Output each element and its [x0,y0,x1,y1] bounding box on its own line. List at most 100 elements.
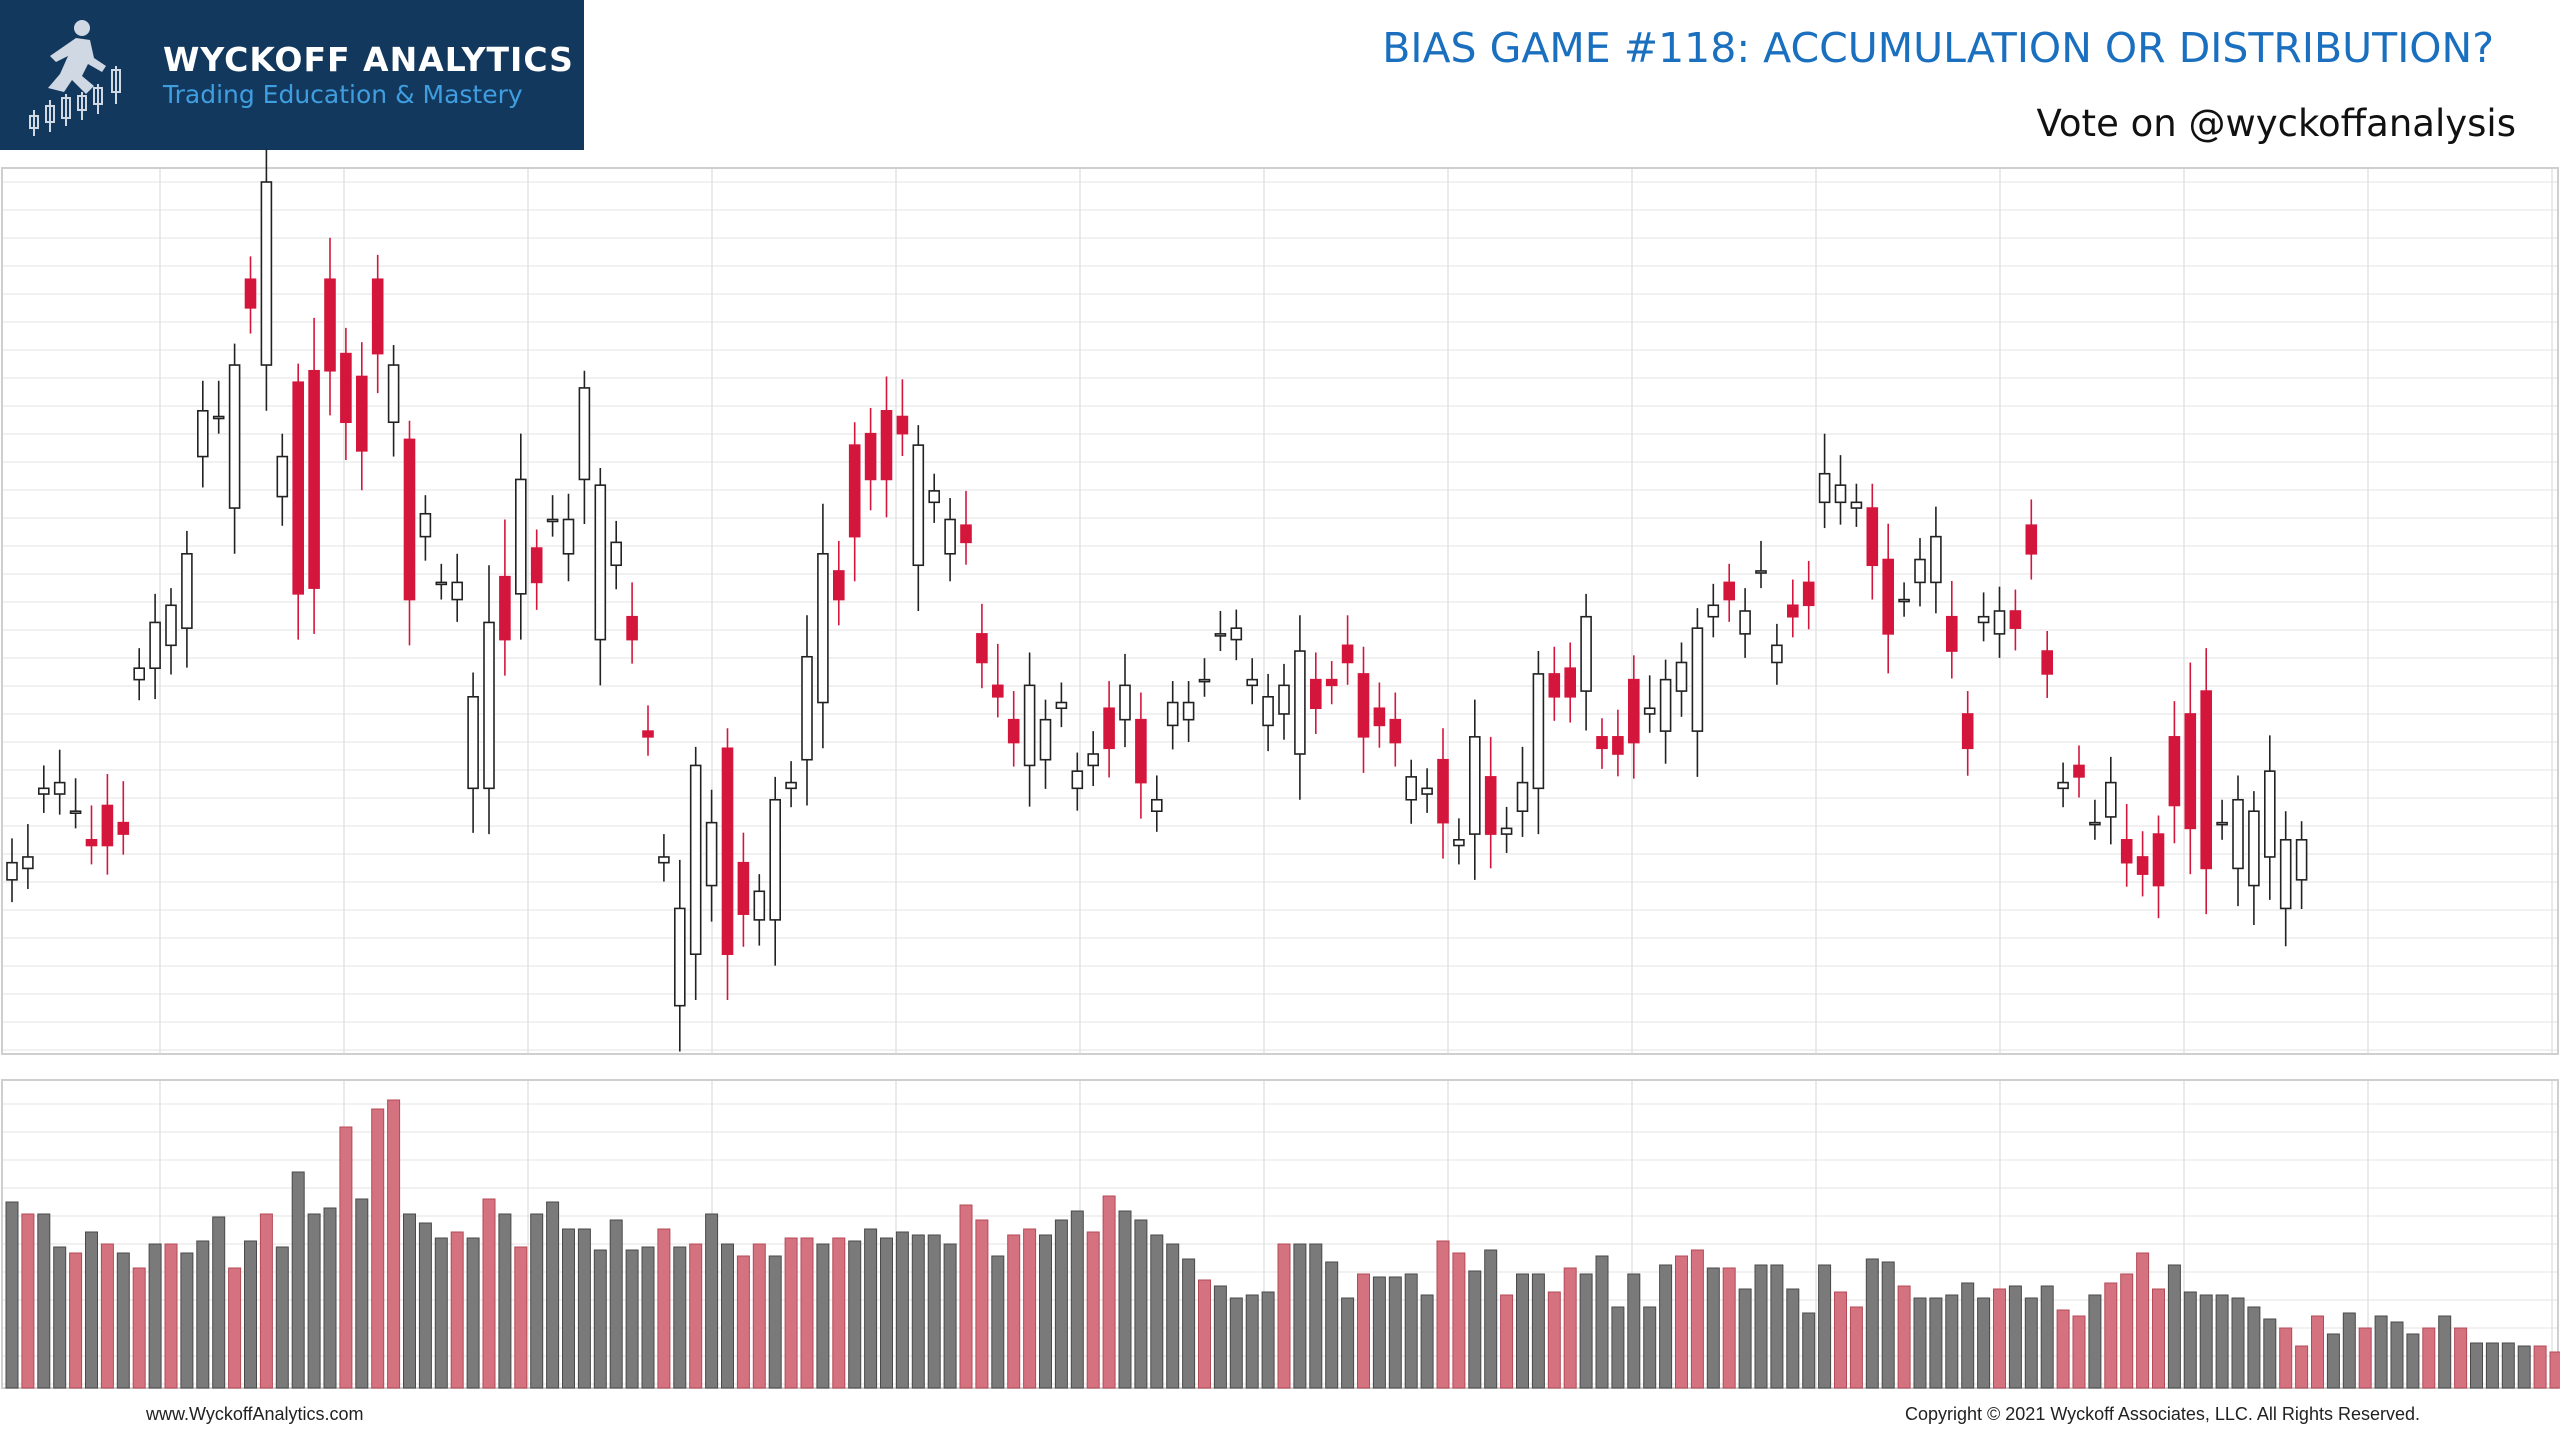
volume-bar [2533,1345,2547,1389]
volume-bar [657,1228,671,1389]
candle-body [1246,678,1258,687]
candle-body [1214,633,1227,637]
down-candle [896,379,909,456]
down-candle [324,237,336,416]
volume-bar [2358,1327,2372,1389]
volume-bar [2263,1318,2277,1389]
volume-bar [1182,1258,1196,1389]
down-candle [371,254,384,394]
candle-body [1596,736,1608,750]
volume-bar [832,1237,846,1389]
volume-bar [1659,1264,1673,1389]
candle-body [53,781,66,795]
volume-bar [1977,1297,1991,1389]
volume-bar [1118,1210,1132,1389]
up-candle [1230,609,1243,661]
candle-body [6,861,18,881]
volume-bar [1516,1273,1529,1389]
candle-body [1151,798,1163,813]
footer-website[interactable]: www.WyckoffAnalytics.com [146,1404,364,1424]
volume-bar [37,1213,51,1389]
up-candle [1771,623,1783,685]
volume-bar [1436,1240,1450,1389]
up-candle [1532,651,1545,835]
volume-bar [1865,1258,1879,1389]
candle-body [1755,570,1767,574]
volume-bar [2501,1342,2515,1389]
up-candle [562,493,575,582]
candle-body [1580,615,1592,692]
candle-body [753,890,766,921]
up-candle [1166,681,1179,750]
down-candle [2168,701,2181,844]
candle-body [705,821,718,887]
volume-bar [100,1243,114,1389]
up-candle [387,345,400,457]
candle-body [689,764,702,955]
brand-tagline: Trading Education & Mastery [163,80,523,109]
candle-body [1612,736,1624,755]
volume-bar [2008,1285,2022,1389]
up-candle [610,520,623,590]
candle-body [1850,501,1863,509]
candle-body [228,364,241,509]
up-candle [546,495,559,537]
down-candle [2073,745,2085,798]
up-candle [1294,615,1306,800]
volume-bar [1293,1243,1307,1389]
up-candle [1500,806,1513,853]
up-candle [785,761,797,808]
volume-bar [2342,1312,2356,1389]
volume-bar [1484,1249,1498,1389]
up-candle [1834,455,1847,525]
volume-bar [1404,1273,1418,1389]
volume-bar [1325,1261,1339,1389]
candle-body [181,552,193,629]
volume-bar [1818,1264,1832,1389]
up-candle [228,343,241,554]
volume-bar [2072,1315,2086,1389]
up-candle [1643,675,1656,733]
volume-bars [5,1099,2560,1389]
candle-body [912,444,925,567]
volume-bar [228,1267,242,1389]
volume-bar [1388,1276,1402,1389]
up-candle [1214,611,1227,652]
down-candle [1325,661,1338,705]
volume-bar [2167,1264,2181,1389]
candle-body [2057,781,2069,790]
candle-body [403,438,416,601]
up-candle [801,615,813,806]
candle-body [1103,707,1115,750]
up-candle [1453,818,1465,865]
candle-body [1294,650,1306,755]
volume-bar [1563,1267,1577,1389]
up-candle [2232,775,2244,907]
candle-body [1230,627,1243,641]
up-candle [1755,540,1767,589]
up-candle [22,824,34,889]
volume-bar [1961,1282,1975,1389]
vote-instruction[interactable]: Vote on @wyckoffanalysis [2036,102,2516,145]
down-candle [101,774,114,875]
candle-body [1087,753,1099,767]
volume-bar [609,1219,623,1389]
candle-body [626,615,638,641]
volume-bar [482,1198,496,1389]
up-candle [594,468,607,686]
candle-body [435,581,448,586]
candle-body [1930,535,1942,584]
candle-body [117,821,130,835]
candle-body [1405,776,1417,801]
volume-bar [641,1246,655,1389]
volume-bar [387,1099,401,1389]
volume-bar [768,1255,782,1389]
candle-body [848,444,861,538]
up-candle [1691,608,1704,777]
candle-body [1675,661,1688,692]
volume-bar [2247,1306,2261,1389]
candle-body [22,856,34,870]
volume-bar [1897,1285,1911,1389]
volume-bar [721,1243,734,1389]
